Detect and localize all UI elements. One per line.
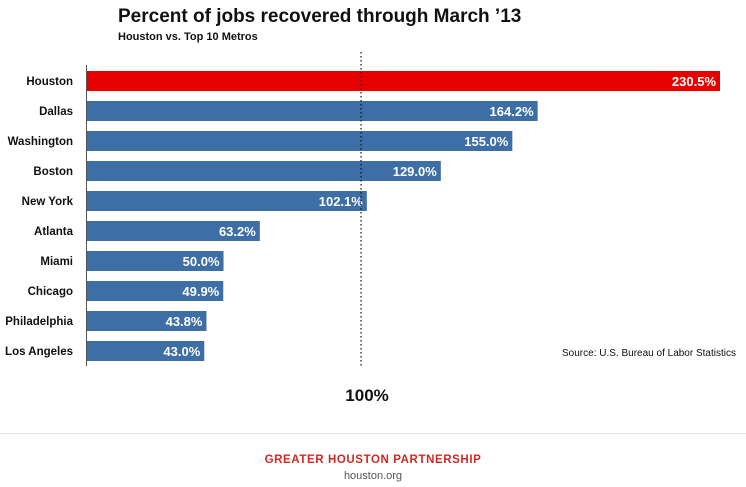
category-label: Miami (40, 256, 73, 268)
category-label: Dallas (39, 106, 73, 118)
category-label: New York (22, 196, 74, 208)
footer-organization: GREATER HOUSTON PARTNERSHIP (264, 454, 482, 466)
data-label: 155.0% (464, 134, 509, 149)
source-note: Source: U.S. Bureau of Labor Statistics (562, 348, 736, 359)
bar (87, 71, 720, 91)
category-label: Atlanta (34, 226, 74, 238)
data-label: 43.0% (163, 344, 200, 359)
category-label: Los Angeles (5, 346, 73, 358)
bar (87, 221, 260, 241)
footer-divider (0, 433, 746, 434)
bar-chart: Houston 230.5% Dallas 164.2% Washington 155.0… (5, 52, 720, 405)
chart-title: Percent of jobs recovered through March … (118, 6, 522, 27)
bar (87, 101, 538, 121)
category-label: Boston (33, 166, 73, 178)
bar (87, 251, 224, 271)
bar (87, 341, 205, 361)
category-label: Houston (26, 76, 73, 88)
data-label: 164.2% (490, 104, 535, 119)
data-label: 129.0% (393, 164, 438, 179)
data-label: 230.5% (672, 74, 717, 89)
bar (87, 191, 367, 211)
data-label: 50.0% (183, 254, 220, 269)
category-label: Washington (8, 136, 73, 148)
data-label: 63.2% (219, 224, 256, 239)
category-label: Chicago (28, 286, 73, 298)
reference-line-label: 100% (345, 386, 388, 405)
data-label: 43.8% (166, 314, 203, 329)
footer-website: houston.org (343, 470, 403, 482)
bar (87, 161, 441, 181)
chart-subtitle: Houston vs. Top 10 Metros (118, 31, 258, 43)
category-label: Philadelphia (5, 316, 73, 328)
data-label: 49.9% (182, 284, 219, 299)
bar (87, 131, 513, 151)
data-label: 102.1% (319, 194, 364, 209)
bar (87, 281, 224, 301)
bar (87, 311, 207, 331)
